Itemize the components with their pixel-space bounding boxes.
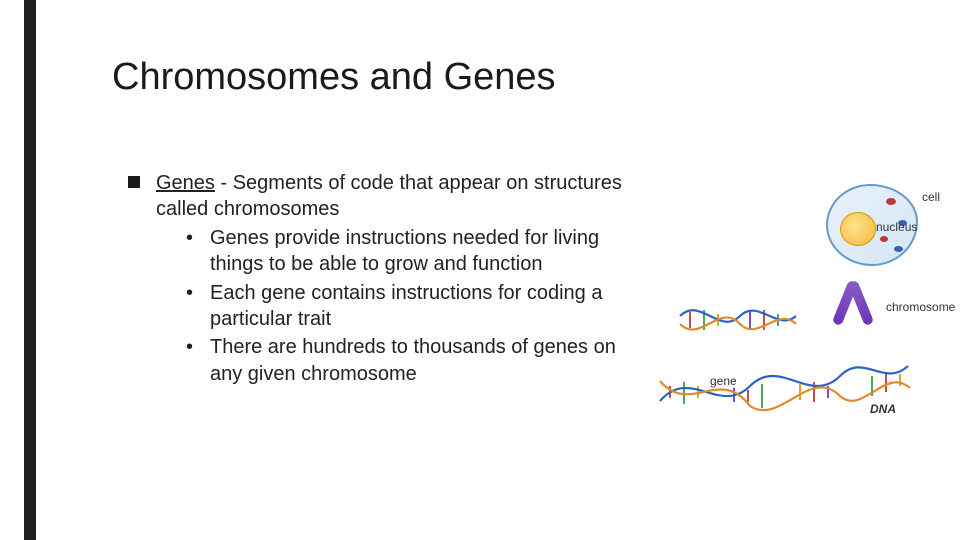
nucleus-illustration — [840, 212, 876, 246]
label-gene: gene — [710, 374, 737, 388]
label-dna: DNA — [870, 402, 896, 416]
square-bullet-icon — [128, 176, 140, 188]
slide: Chromosomes and Genes Genes - Segments o… — [0, 0, 960, 540]
content-block: Genes - Segments of code that appear on … — [128, 170, 634, 389]
accent-bar — [24, 0, 36, 540]
definition-text: - Segments of code that appear on struct… — [156, 172, 622, 220]
label-chromosome: chromosome — [886, 300, 955, 314]
cell-dna-diagram: cell nucleus chromosome gene DNA — [642, 176, 942, 436]
sub-bullet-text: There are hundreds to thousands of genes… — [210, 336, 616, 384]
sub-bullet-text: Each gene contains instructions for codi… — [210, 282, 602, 330]
bullet-level1: Genes - Segments of code that appear on … — [128, 170, 634, 387]
slide-title: Chromosomes and Genes — [112, 56, 556, 99]
sub-bullet-text: Genes provide instructions needed for li… — [210, 227, 599, 275]
sub-bullet: Each gene contains instructions for codi… — [182, 280, 634, 333]
bullet-text: Genes - Segments of code that appear on … — [156, 170, 634, 223]
dna-helix — [650, 216, 950, 476]
label-cell: cell — [922, 190, 940, 204]
label-nucleus: nucleus — [876, 220, 917, 234]
sub-bullets: Genes provide instructions needed for li… — [182, 225, 634, 387]
sub-bullet: Genes provide instructions needed for li… — [182, 225, 634, 278]
sub-bullet: There are hundreds to thousands of genes… — [182, 334, 634, 387]
term-genes: Genes — [156, 172, 215, 194]
